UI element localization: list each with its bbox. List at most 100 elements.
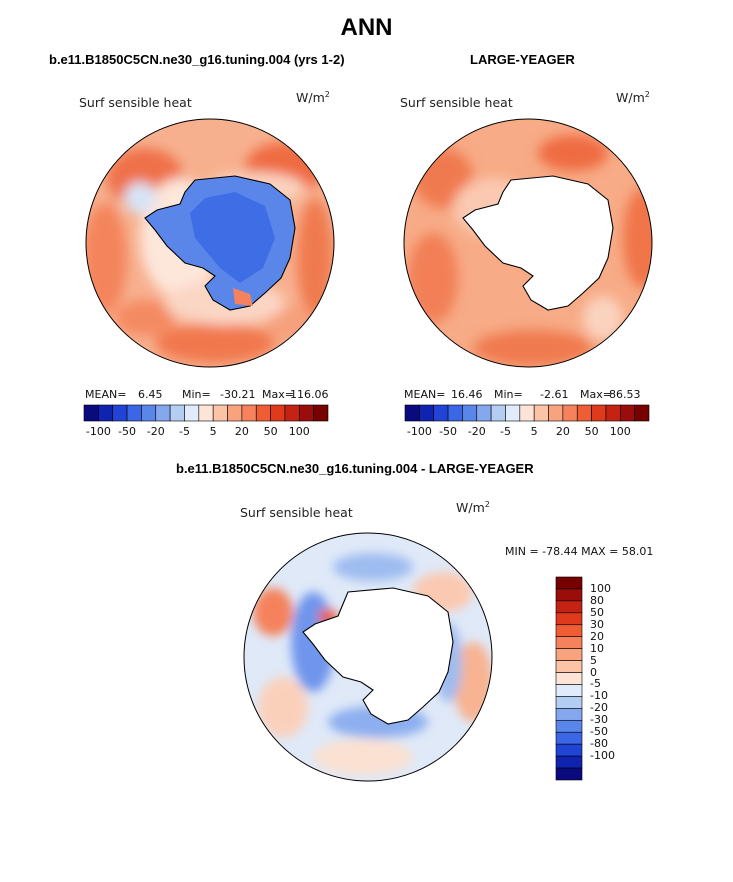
colorbar-swatch [241,404,257,422]
colorbar-swatch [284,404,300,422]
colorbar-tick-label: -20 [467,425,486,438]
colorbar-swatch [98,404,114,422]
colorbar-tick-label: 10 [590,641,604,655]
colorbar-swatch [447,404,463,422]
panel2-variable-label: Surf sensible heat [400,95,513,110]
colorbar-tick-label: 5 [530,425,538,438]
panel1-mean-label: MEAN= [85,388,127,401]
colorbar-swatch [490,404,506,422]
colorbar-swatch [555,708,583,721]
colorbar-swatch [313,404,329,422]
colorbar-tick-label: -20 [590,701,608,715]
colorbar-swatch [555,588,583,602]
colorbar-swatch [555,684,583,697]
colorbar-swatch [605,404,621,422]
colorbar-swatch [555,767,583,781]
colorbar-swatch [476,404,492,422]
colorbar-tick-label: -5 [590,677,601,691]
colorbar-tick-label: 100 [288,425,310,438]
colorbar-swatch [548,404,564,422]
colorbar-tick-label: -100 [590,749,615,763]
colorbar-swatch [555,660,583,673]
colorbar-tick-label: 100 [590,581,611,595]
colorbar-swatch [555,719,583,733]
panel1-min-label: Min= [182,388,211,401]
panel2-max-label: Max= [580,388,612,401]
colorbar-swatch [533,404,549,422]
colorbar-swatch [555,636,583,649]
colorbar-tick-label: -20 [146,425,165,438]
colorbar-swatch [634,404,650,422]
left-subtitle: b.e11.B1850C5CN.ne30_g16.tuning.004 (yrs… [49,52,345,67]
panel1-max-value: 116.06 [290,388,329,401]
colorbar-swatch [555,731,583,745]
panel3-units-label: W/m2 [456,500,490,516]
colorbar-swatch [555,672,583,685]
panel1-variable-label: Surf sensible heat [79,95,192,110]
panel2-mean-value: 16.46 [451,388,483,401]
panel2-max-value: 86.53 [609,388,641,401]
colorbar-swatch [212,404,228,422]
panel2-min-value: -2.61 [540,388,569,401]
colorbar-tick-label: 5 [590,653,597,667]
colorbar-swatch [505,404,521,422]
colorbar-model [83,404,329,422]
colorbar-tick-label: -80 [590,737,608,751]
map-panel-obs [403,118,653,368]
colorbar-swatch [270,404,286,422]
colorbar-obs [404,404,650,422]
panel1-max-label: Max= [262,388,294,401]
colorbar-swatch [555,696,583,709]
colorbar-swatch [126,404,142,422]
colorbar-tick-label: 50 [590,605,604,619]
colorbar-tick-label: 50 [584,425,599,438]
colorbar-swatch [591,404,607,422]
colorbar-swatch [555,612,583,626]
colorbar-tick-label: 20 [234,425,249,438]
colorbar-swatch [169,404,185,422]
colorbar-model-ticks: -100 -50 -20 -5 5 20 50 100 [84,425,328,439]
colorbar-swatch [555,576,583,590]
colorbar-swatch [555,624,583,638]
colorbar-swatch [112,404,128,422]
panel2-min-label: Min= [494,388,523,401]
diff-subtitle: b.e11.B1850C5CN.ne30_g16.tuning.004 - LA… [176,461,534,476]
colorbar-tick-label: 20 [555,425,570,438]
panel3-stats: MIN = -78.44 MAX = 58.01 [505,545,654,558]
panel1-mean-value: 6.45 [138,388,163,401]
colorbar-swatch [462,404,478,422]
colorbar-swatch [198,404,214,422]
colorbar-swatch [576,404,592,422]
colorbar-tick-label: -5 [499,425,511,438]
colorbar-swatch [555,755,583,769]
colorbar-tick-label: -5 [178,425,190,438]
map-panel-model [85,118,335,368]
colorbar-tick-label: -50 [590,725,608,739]
colorbar-swatch [141,404,157,422]
colorbar-swatch [255,404,271,422]
colorbar-tick-label: 100 [609,425,631,438]
colorbar-tick-label: -100 [406,425,432,438]
colorbar-swatch [184,404,200,422]
panel1-min-value: -30.21 [220,388,256,401]
colorbar-swatch [155,404,171,422]
colorbar-difference [555,576,583,781]
colorbar-tick-label: 20 [590,629,604,643]
colorbar-tick-label: 80 [590,593,604,607]
colorbar-tick-label: 0 [590,665,597,679]
colorbar-tick-label: -30 [590,713,608,727]
colorbar-swatch [227,404,243,422]
colorbar-swatch [298,404,314,422]
colorbar-tick-label: -10 [590,689,608,703]
map-panel-difference [243,532,493,782]
page-title: ANN [340,14,393,41]
colorbar-swatch [519,404,535,422]
colorbar-tick-label: -100 [85,425,111,438]
colorbar-tick-label: -50 [439,425,458,438]
colorbar-swatch [619,404,635,422]
colorbar-swatch [433,404,449,422]
panel3-variable-label: Surf sensible heat [240,505,353,520]
colorbar-swatch [555,648,583,661]
colorbar-tick-label: -50 [118,425,137,438]
colorbar-tick-label: 5 [209,425,217,438]
